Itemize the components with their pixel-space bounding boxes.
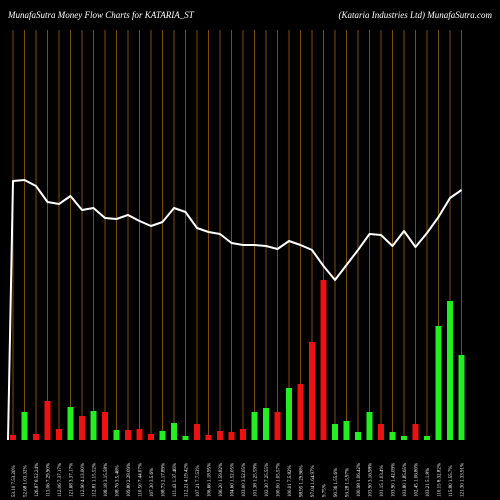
money-flow-bar <box>136 429 143 440</box>
x-tick-label: 103.21 5.1.8% <box>426 468 431 497</box>
x-tick-label: 103.80 1.85.65% <box>403 463 408 497</box>
x-tick-label: 110.15 8.32.82% <box>438 463 443 497</box>
money-flow-bar <box>33 434 39 440</box>
x-tick-label: 103.90 3.16.98% <box>369 463 374 497</box>
money-flow-bar <box>79 416 85 440</box>
money-flow-bar <box>274 412 281 440</box>
money-flow-bar <box>447 301 453 440</box>
money-flow-bar <box>67 407 74 440</box>
money-flow-bar <box>21 412 28 440</box>
money-flow-bar <box>263 408 269 440</box>
x-tick-label: 112.21 4.19.42% <box>185 463 190 497</box>
money-flow-bar <box>205 435 212 440</box>
x-tick-label: 104.60 1.52.05% <box>231 463 236 497</box>
x-tick-label: 90.36 1.55.6% <box>334 468 339 497</box>
x-tick-label: 126.87 8.52.24% <box>35 463 40 497</box>
x-tick-label: 103.90 1.42.09% <box>392 463 397 497</box>
money-flow-bar <box>309 342 315 440</box>
money-flow-bar <box>412 424 419 440</box>
x-tick-label: 121.30 1.33.91% <box>461 463 466 497</box>
x-tick-label: 112.06 7.37.17% <box>58 463 63 497</box>
x-tick-label: 113.06 7.29.90% <box>47 463 52 497</box>
x-tick-label: 106.20 1.59.82% <box>219 463 224 497</box>
x-tick-label: 102.30 7.25.55% <box>265 463 270 497</box>
money-flow-bar <box>113 430 120 440</box>
money-flow-bar <box>435 326 442 440</box>
x-tick-label: 110.50 7.44.07% <box>139 463 144 497</box>
x-tick-label: 107.21 7.7.53% <box>196 465 201 497</box>
money-flow-bar <box>286 388 292 440</box>
chart-title: MunafaSutra Money Flow Charts for KATARI… <box>7 10 195 20</box>
money-flow-bar <box>366 412 373 440</box>
money-flow-bar <box>56 429 62 440</box>
money-flow-bar <box>389 432 396 440</box>
x-tick-label: 115.80 1.55.7% <box>449 466 454 497</box>
x-tick-label: 107.30 3.5.6% <box>150 468 155 497</box>
x-tick-label: 108.76 3.5.46% <box>116 465 121 497</box>
money-flow-bar <box>355 432 361 440</box>
x-tick-label: 53.10 7.53.20% <box>12 465 17 497</box>
money-flow-bar <box>378 424 384 440</box>
money-flow-bar <box>148 434 154 440</box>
money-flow-bar <box>182 436 189 440</box>
bar-layer <box>10 280 465 440</box>
x-tick-label: 102.45 1.06.80% <box>415 463 420 497</box>
money-flow-bar <box>332 424 338 440</box>
x-tick-label: 112.90 4.13.00% <box>81 463 86 497</box>
money-flow-bar <box>251 412 258 440</box>
money-flow-bar <box>228 432 235 440</box>
money-flow-bar <box>343 421 350 440</box>
x-tick-label: 109.80 2.28.09% <box>127 463 132 497</box>
x-tick-label: 108.18 3.15.58% <box>104 463 109 497</box>
x-tick-label: 98.95 1.29.96% <box>300 465 305 497</box>
money-flow-bar <box>424 436 430 440</box>
chart-subtitle: (Kataria Industries Ltd) MunafaSutra.com <box>338 10 492 20</box>
money-flow-bar <box>125 430 131 440</box>
price-line <box>7 179 463 441</box>
money-flow-bar <box>401 436 407 440</box>
x-tick-label: 112.81 1.15.52% <box>93 463 98 497</box>
money-flow-bar <box>90 411 97 440</box>
x-tick-label: 100.00 1.05.57% <box>277 463 282 497</box>
line-layer <box>7 179 463 441</box>
x-tick-label: 93.28 1.5.97% <box>346 468 351 497</box>
x-tick-label: 97.04 1.64.97% <box>311 465 316 497</box>
money-flow-bar <box>44 401 51 440</box>
money-flow-bar <box>297 384 304 440</box>
money-flow-bar <box>159 431 166 440</box>
money-flow-bar <box>102 412 108 440</box>
x-tick-label: 101.38 1.25.59% <box>254 463 259 497</box>
money-flow-bar <box>194 424 200 440</box>
money-flow-bar <box>320 280 327 440</box>
x-tick-label: 100.01 7.5.82% <box>288 465 293 497</box>
x-tick-label: 52.68 1.03.32% <box>24 465 29 497</box>
x-tick-label: 106.66 1.18.95% <box>208 463 213 497</box>
x-tick-label: 108.73 2.17.89% <box>162 463 167 497</box>
money-flow-bar <box>240 429 246 440</box>
x-tick-label: 9.75% <box>323 484 328 497</box>
money-flow-bar <box>171 423 177 440</box>
money-flow-bar <box>458 355 465 440</box>
money-flow-bar <box>10 435 16 440</box>
x-tick-label: 121.68 3.37.17% <box>70 463 75 497</box>
money-flow-bar <box>217 431 223 440</box>
x-tick-label: 100.98 1.06.42% <box>357 463 362 497</box>
x-tick-label: 103.00 3.52.05% <box>242 463 247 497</box>
x-tick-label: 111.43 1.37.46% <box>173 463 178 497</box>
x-tick-labels: 53.10 7.53.20% 52.68 1.03.32% 126.87 8.52.… <box>12 463 466 497</box>
x-tick-label: 101.15 1.03.4% <box>380 465 385 497</box>
